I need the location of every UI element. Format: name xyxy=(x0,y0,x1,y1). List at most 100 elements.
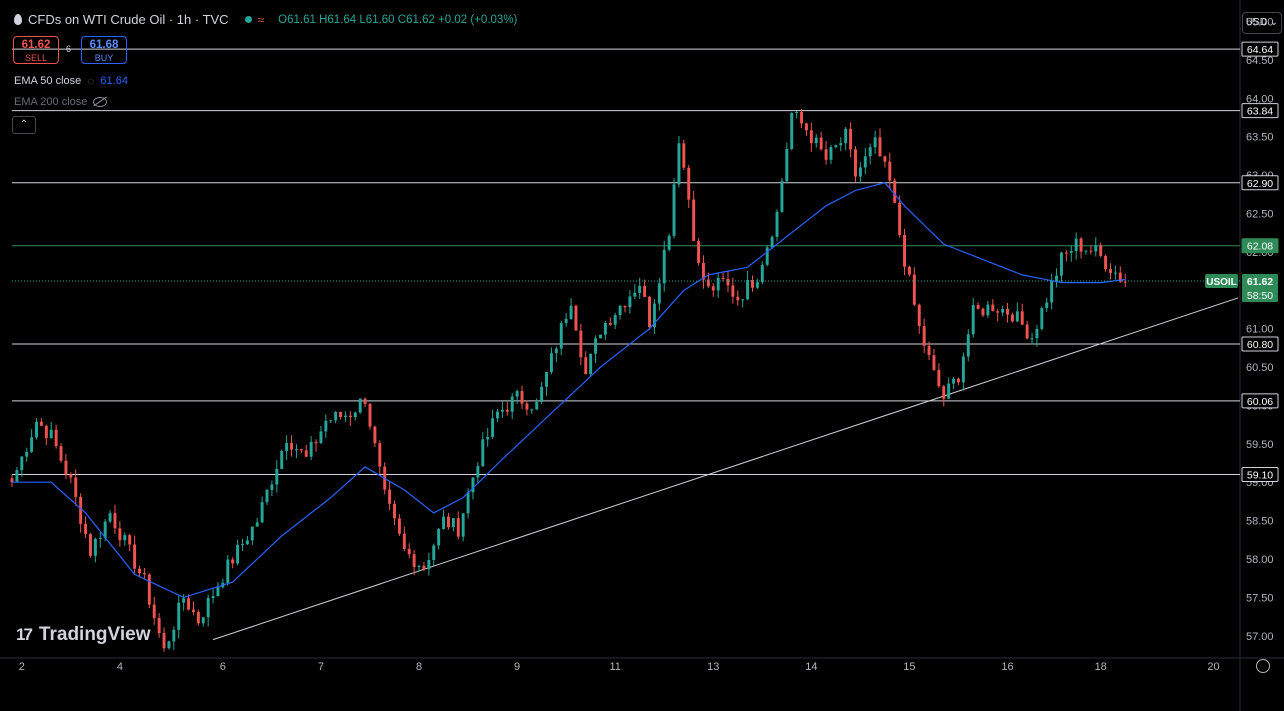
candle-body xyxy=(540,386,544,402)
candle-body xyxy=(182,598,186,603)
change-value: +0.02 (+0.03%) xyxy=(438,13,518,26)
candle-body xyxy=(1015,311,1019,322)
candle-body xyxy=(1099,245,1103,256)
candle-body xyxy=(422,565,426,570)
candle-body xyxy=(569,305,573,319)
candle-body xyxy=(976,305,980,309)
x-tick-label: 9 xyxy=(514,661,520,673)
time-axis[interactable]: 2 4 6 7 8 9 11 13 14 15 16 18 20 xyxy=(19,661,1220,673)
ema50-label: EMA 50 close xyxy=(14,75,82,87)
candle-body xyxy=(829,147,833,160)
tradingview-mark-icon: 17 xyxy=(16,625,33,644)
candle-body xyxy=(108,513,112,522)
candle-body xyxy=(1074,238,1078,252)
ema50-value: 61.64 xyxy=(100,75,128,87)
candle-body xyxy=(1094,245,1098,252)
candle-body xyxy=(113,513,117,529)
candle-body xyxy=(353,412,357,418)
candle-body xyxy=(285,443,289,452)
candle-body xyxy=(49,429,53,439)
x-tick-label: 15 xyxy=(903,661,915,673)
candle-body xyxy=(1001,308,1005,313)
candle-body xyxy=(809,130,813,144)
y-tick-label: 64.00 xyxy=(1246,93,1274,105)
x-tick-label: 14 xyxy=(805,661,817,673)
settings-gear-icon[interactable] xyxy=(1256,659,1270,673)
ema50-legend[interactable]: EMA 50 close ◌ 61.64 xyxy=(14,74,128,88)
candle-body xyxy=(241,544,244,546)
candle-body xyxy=(643,286,647,297)
hidden-eye-icon[interactable] xyxy=(93,97,108,107)
chart-header: CFDs on WTI Crude Oil · 1h · TVC ≈ O61.6… xyxy=(14,12,517,27)
symbol-tag-label: USOIL xyxy=(1206,277,1237,288)
candle-body xyxy=(510,396,514,412)
x-tick-label: 20 xyxy=(1207,661,1219,673)
symbol-title[interactable]: CFDs on WTI Crude Oil · 1h · TVC xyxy=(28,12,229,27)
sell-button[interactable]: 61.62 SELL xyxy=(13,36,59,64)
y-tick-label: 57.00 xyxy=(1246,631,1274,643)
candle-body xyxy=(373,426,377,444)
candle-body xyxy=(1109,269,1112,273)
x-tick-label: 6 xyxy=(220,661,226,673)
candle-body xyxy=(265,489,269,503)
candle-body xyxy=(961,356,965,383)
level-badge-label: 63.84 xyxy=(1247,106,1273,118)
candle-body xyxy=(981,308,985,316)
candle-body xyxy=(147,574,151,605)
candle-body xyxy=(599,334,602,339)
candle-body xyxy=(795,111,799,113)
candle-body xyxy=(93,538,97,556)
currency-selector[interactable]: USD ⌄ xyxy=(1242,12,1282,34)
candle-body xyxy=(20,456,24,471)
candle-body xyxy=(236,544,240,564)
candle-body xyxy=(1123,281,1127,283)
candle-body xyxy=(765,247,769,265)
level-badge xyxy=(1241,467,1279,483)
candle-body xyxy=(824,149,828,160)
candle-body xyxy=(54,429,58,447)
candle-body xyxy=(755,282,759,288)
buy-button[interactable]: 61.68 BUY xyxy=(81,36,127,64)
candle-body xyxy=(275,468,279,485)
candle-body xyxy=(966,334,970,357)
candle-body xyxy=(530,409,534,411)
candle-body xyxy=(672,184,676,236)
level-badge xyxy=(1241,103,1279,119)
candle-body xyxy=(937,369,941,387)
candle-body xyxy=(731,285,735,297)
candle-body xyxy=(191,609,195,612)
candle-body xyxy=(30,437,34,452)
candle-body xyxy=(589,353,593,375)
ema200-legend[interactable]: EMA 200 close xyxy=(14,96,108,108)
candle-body xyxy=(260,502,264,523)
x-tick-label: 18 xyxy=(1095,661,1107,673)
sell-price: 61.62 xyxy=(21,39,51,51)
y-tick-label: 65.00 xyxy=(1246,17,1274,29)
candle-body xyxy=(172,629,176,642)
candle-body xyxy=(1118,272,1122,282)
candle-body xyxy=(574,305,578,331)
candle-body xyxy=(98,537,102,539)
collapse-legend-button[interactable]: ⌃ xyxy=(12,116,36,134)
candle-body xyxy=(378,443,382,467)
high-value: H61.64 xyxy=(319,13,357,26)
level-badge-label: 62.90 xyxy=(1247,178,1273,190)
last-price-label: 61.62 xyxy=(1247,276,1273,288)
candle-body xyxy=(927,345,931,356)
candle-body xyxy=(942,386,946,399)
candle-body xyxy=(466,492,470,514)
candle-body xyxy=(476,466,480,478)
candle-body xyxy=(559,323,563,349)
candle-body xyxy=(167,641,171,649)
candle-body xyxy=(152,604,156,618)
candle-body xyxy=(1035,328,1039,339)
candle-body xyxy=(751,279,754,288)
candle-body xyxy=(1113,272,1117,274)
candle-body xyxy=(1040,308,1044,329)
market-open-icon xyxy=(244,16,252,23)
candle-body xyxy=(201,617,205,624)
candle-body xyxy=(657,283,661,304)
candle-body xyxy=(554,348,558,354)
